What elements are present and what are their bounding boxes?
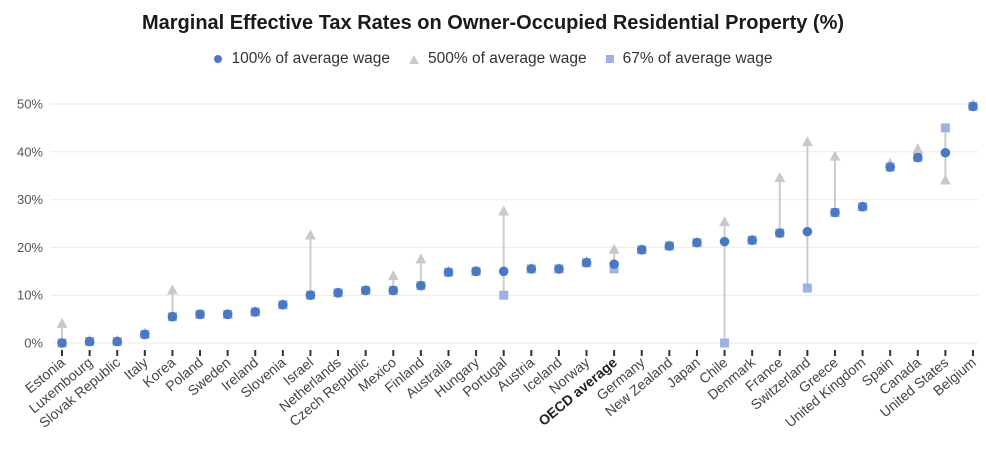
data-point-500 bbox=[939, 174, 951, 185]
data-point-100 bbox=[857, 201, 868, 212]
data-point-67 bbox=[940, 123, 950, 133]
data-point-100 bbox=[250, 307, 261, 317]
data-point-100 bbox=[636, 244, 647, 255]
data-point-100 bbox=[554, 264, 564, 274]
data-point-67 bbox=[720, 338, 730, 348]
data-point-100 bbox=[747, 235, 757, 246]
y-tick-label: 10% bbox=[17, 288, 43, 303]
data-point-500 bbox=[774, 172, 786, 183]
data-point-100 bbox=[443, 267, 454, 278]
data-point-100 bbox=[305, 290, 316, 301]
y-tick-label: 20% bbox=[17, 240, 43, 255]
data-point-500 bbox=[304, 229, 316, 240]
legend: 100% of average wage 500% of average wag… bbox=[0, 50, 986, 68]
square-marker-icon bbox=[605, 55, 614, 63]
data-point-100 bbox=[774, 228, 785, 238]
circle-marker-icon bbox=[214, 55, 223, 63]
chart-title: Marginal Effective Tax Rates on Owner-Oc… bbox=[141, 12, 845, 34]
data-point-100 bbox=[498, 266, 509, 277]
data-point-500 bbox=[829, 150, 841, 161]
data-point-100 bbox=[360, 285, 371, 296]
data-point-100 bbox=[581, 257, 592, 268]
y-tick-label: 0% bbox=[24, 336, 43, 351]
data-point-100 bbox=[912, 152, 923, 163]
data-point-67 bbox=[802, 283, 812, 293]
data-point-100 bbox=[278, 299, 288, 310]
legend-item-100: 100% of average wage bbox=[213, 50, 390, 68]
data-point-100 bbox=[692, 237, 702, 248]
data-point-100 bbox=[388, 285, 399, 296]
data-point-500 bbox=[801, 136, 813, 147]
data-point-100 bbox=[222, 309, 233, 320]
data-point-100 bbox=[112, 336, 123, 347]
data-point-100 bbox=[830, 207, 840, 218]
y-tick-label: 40% bbox=[17, 144, 43, 159]
legend-label-500: 500% of average wage bbox=[428, 50, 587, 67]
data-point-100 bbox=[84, 336, 95, 347]
data-point-67 bbox=[499, 290, 509, 300]
data-point-100 bbox=[471, 266, 481, 277]
data-point-500 bbox=[415, 253, 427, 264]
data-point-100 bbox=[57, 338, 67, 348]
legend-label-100: 100% of average wage bbox=[231, 50, 391, 67]
data-point-100 bbox=[940, 147, 951, 158]
legend-item-67: 67% of average wage bbox=[605, 50, 773, 68]
data-point-500 bbox=[719, 216, 731, 227]
legend-item-500: 500% of average wage bbox=[408, 50, 587, 68]
data-point-500 bbox=[608, 243, 620, 254]
data-point-100 bbox=[719, 236, 730, 247]
data-point-100 bbox=[333, 288, 343, 298]
data-point-100 bbox=[526, 264, 537, 274]
data-point-100 bbox=[885, 162, 895, 172]
legend-label-67: 67% of average wage bbox=[622, 50, 773, 67]
data-point-100 bbox=[802, 226, 813, 237]
data-point-500 bbox=[166, 284, 178, 295]
data-point-100 bbox=[167, 311, 178, 322]
data-point-100 bbox=[609, 259, 619, 269]
data-point-100 bbox=[968, 101, 978, 112]
data-point-100 bbox=[195, 309, 205, 320]
triangle-marker-icon bbox=[409, 54, 420, 64]
data-point-500 bbox=[56, 317, 68, 328]
data-point-500 bbox=[387, 270, 399, 281]
data-point-100 bbox=[140, 329, 150, 340]
y-tick-label: 50% bbox=[17, 97, 43, 112]
data-point-500 bbox=[912, 143, 924, 154]
data-point-500 bbox=[498, 205, 510, 216]
data-point-100 bbox=[416, 280, 426, 291]
data-point-100 bbox=[664, 241, 675, 251]
y-tick-label: 30% bbox=[17, 192, 43, 207]
